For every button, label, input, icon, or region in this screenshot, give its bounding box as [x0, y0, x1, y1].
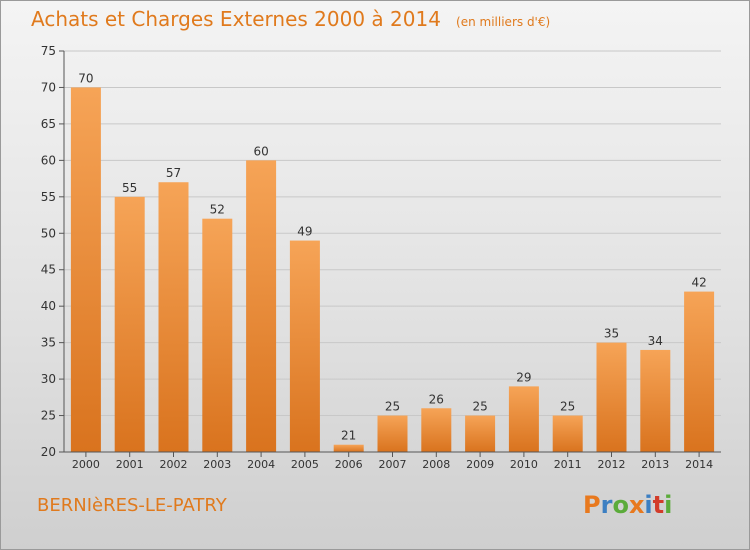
- bar: [246, 160, 277, 452]
- data-label: 49: [297, 225, 312, 239]
- proxiti-logo: Proxiti: [583, 491, 672, 519]
- chart-title: Achats et Charges Externes 2000 à 2014: [31, 7, 441, 31]
- data-label: 42: [691, 276, 706, 290]
- bar: [421, 408, 452, 452]
- logo-letter: o: [612, 491, 629, 519]
- data-label: 21: [341, 429, 356, 443]
- x-tick-label: 2008: [422, 458, 450, 471]
- y-tick-label: 30: [41, 372, 56, 386]
- bar: [202, 218, 233, 452]
- logo-letter: i: [664, 491, 673, 519]
- x-tick-label: 2010: [510, 458, 538, 471]
- x-tick-label: 2007: [379, 458, 407, 471]
- bar: [508, 386, 539, 452]
- x-tick-label: 2014: [685, 458, 713, 471]
- x-tick-label: 2012: [598, 458, 626, 471]
- x-tick-label: 2005: [291, 458, 319, 471]
- y-tick-label: 25: [41, 409, 56, 423]
- bar: [377, 415, 408, 452]
- data-label: 52: [210, 203, 225, 217]
- bar: [552, 415, 583, 452]
- data-label: 29: [516, 370, 531, 384]
- data-label: 25: [472, 400, 487, 414]
- y-tick-label: 40: [41, 299, 56, 313]
- data-label: 26: [429, 392, 444, 406]
- bar: [596, 342, 627, 452]
- x-tick-label: 2006: [335, 458, 363, 471]
- bar: [640, 349, 671, 452]
- bar: [465, 415, 496, 452]
- data-label: 55: [122, 181, 137, 195]
- logo-letter: i: [644, 491, 653, 519]
- y-tick-label: 65: [41, 117, 56, 131]
- x-tick-label: 2013: [641, 458, 669, 471]
- title-row: Achats et Charges Externes 2000 à 2014 (…: [31, 7, 550, 31]
- axes: 20 25 30 35 40 45 50 55 60 65 70 75 2000 2001 2002 2003…: [41, 44, 721, 471]
- data-label: 35: [604, 327, 619, 341]
- data-label: 60: [253, 144, 268, 158]
- x-tick-label: 2011: [554, 458, 582, 471]
- y-tick-label: 45: [41, 263, 56, 277]
- data-label: 25: [560, 400, 575, 414]
- y-tick-label: 70: [41, 80, 56, 94]
- bar: [333, 444, 364, 452]
- x-tick-label: 2003: [203, 458, 231, 471]
- bars: [70, 87, 715, 453]
- bar: [289, 240, 320, 452]
- x-tick-label: 2002: [160, 458, 188, 471]
- x-tick-label: 2004: [247, 458, 275, 471]
- logo-letter: x: [628, 491, 645, 519]
- y-tick-label: 50: [41, 226, 56, 240]
- data-label: 34: [648, 334, 663, 348]
- bar: [684, 291, 715, 452]
- bar: [158, 182, 189, 452]
- x-tick-label: 2000: [72, 458, 100, 471]
- logo-letter: P: [583, 491, 601, 519]
- labels: 70 55 57 52 60 49 21 25 26 25 29 25 35 34 42: [78, 71, 706, 442]
- x-tick-label: 2009: [466, 458, 494, 471]
- y-tick-label: 55: [41, 190, 56, 204]
- place-name: BERNIèRES-LE-PATRY: [37, 495, 227, 516]
- y-tick-label: 35: [41, 336, 56, 350]
- y-tick-label: 20: [41, 445, 56, 459]
- chart-subtitle: (en milliers d'€): [456, 15, 551, 29]
- y-tick-label: 60: [41, 153, 56, 167]
- data-label: 25: [385, 400, 400, 414]
- bar: [114, 196, 145, 452]
- logo-letter: t: [652, 491, 665, 519]
- bar: [70, 87, 101, 453]
- logo-letter: r: [600, 491, 613, 519]
- y-tick-label: 75: [41, 44, 56, 58]
- data-label: 57: [166, 166, 181, 180]
- x-tick-label: 2001: [116, 458, 144, 471]
- data-label: 70: [78, 71, 93, 85]
